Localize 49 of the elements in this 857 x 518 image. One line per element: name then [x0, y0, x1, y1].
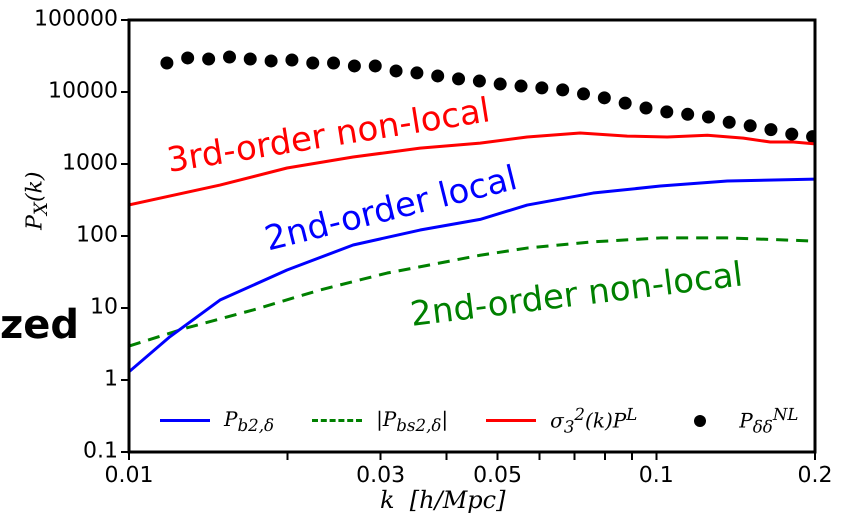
point	[577, 87, 590, 100]
point	[306, 56, 320, 70]
point	[639, 101, 652, 114]
point	[618, 96, 632, 110]
x-tick-label: 0.1	[638, 462, 674, 488]
text: zed	[0, 302, 80, 348]
y-tick-label: 100	[76, 222, 118, 248]
point	[744, 119, 757, 132]
point	[390, 64, 403, 78]
point	[410, 66, 424, 80]
point	[452, 72, 466, 86]
x-tick-label: 0.03	[356, 462, 406, 488]
x-tick-label: 0.01	[104, 462, 154, 488]
y-tick-label: 1000	[62, 150, 118, 176]
point	[160, 56, 174, 70]
x-tick-label: 0.05	[473, 462, 522, 488]
point	[764, 123, 778, 136]
point	[722, 116, 736, 129]
point	[264, 54, 278, 68]
y-tick-label: 1	[104, 366, 118, 392]
legend-label: σ$_{3}$$^{2}$(k)P$^{L}$	[550, 405, 638, 437]
y-tick-label: 100000	[34, 6, 118, 32]
point	[285, 54, 298, 67]
point	[556, 83, 570, 96]
point	[785, 128, 798, 141]
x-axis-title: k [h/Mpc]	[380, 486, 506, 514]
point	[202, 52, 216, 66]
point	[181, 51, 194, 64]
x-tick-label: 0.2	[798, 462, 832, 488]
point	[472, 74, 486, 88]
annotation: 2nd-order non-local	[408, 254, 745, 335]
point	[348, 59, 361, 72]
legend-label: P$_{b2,δ}$	[224, 406, 274, 435]
legend-label: |P$_{bs2,δ}$|	[376, 406, 448, 435]
y-tick-label: 10000	[48, 78, 118, 104]
y-tick-label: 0.1	[83, 438, 118, 464]
point	[494, 78, 507, 91]
point	[244, 52, 257, 66]
point	[535, 81, 548, 94]
point	[681, 108, 694, 121]
point	[514, 80, 528, 93]
point	[223, 50, 236, 64]
y-tick-label: 10	[90, 294, 118, 320]
point	[702, 110, 715, 124]
point	[660, 105, 674, 118]
point	[598, 91, 611, 104]
point	[368, 59, 382, 72]
point	[431, 69, 444, 82]
point	[327, 56, 340, 70]
